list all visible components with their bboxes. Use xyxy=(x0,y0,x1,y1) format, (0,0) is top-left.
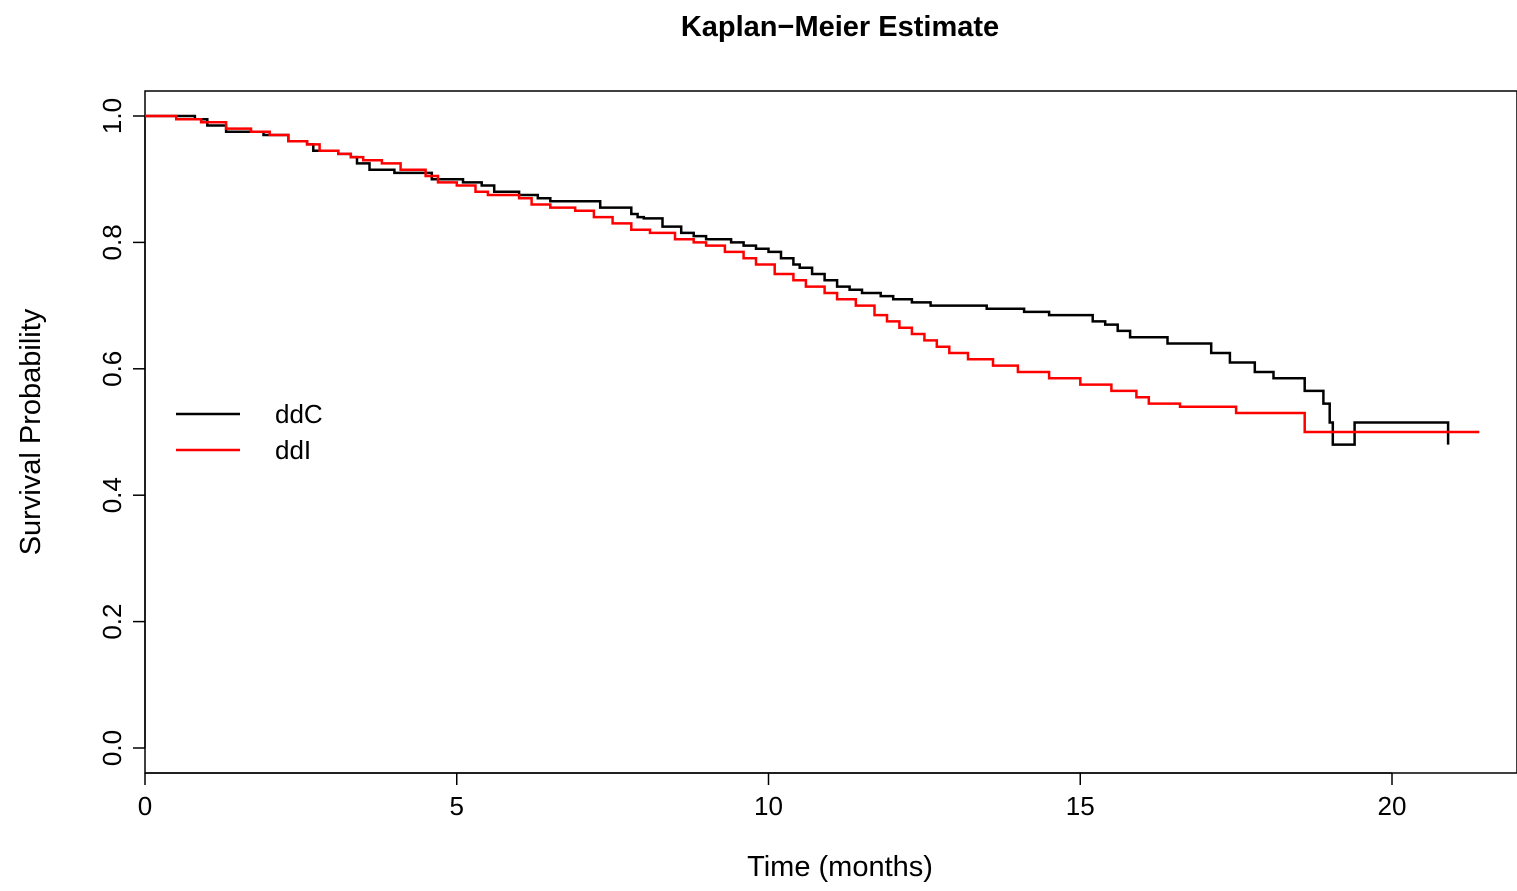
legend-label-ddi: ddI xyxy=(275,435,311,465)
y-tick-label: 0.0 xyxy=(97,730,127,766)
x-tick-label: 10 xyxy=(754,791,783,821)
y-tick-label: 0.4 xyxy=(97,477,127,513)
series-line-ddc xyxy=(145,114,1450,446)
x-tick-label: 20 xyxy=(1378,791,1407,821)
x-tick-label: 5 xyxy=(450,791,464,821)
x-axis-label: Time (months) xyxy=(747,851,933,883)
y-tick-label: 0.6 xyxy=(97,351,127,387)
x-tick-label: 15 xyxy=(1066,791,1095,821)
series-line-ddi xyxy=(145,114,1480,434)
y-tick-label: 0.8 xyxy=(97,224,127,260)
x-axis: 0 5 10 15 20 xyxy=(138,772,1407,821)
legend-label-ddc: ddC xyxy=(275,399,323,429)
y-tick-label: 1.0 xyxy=(97,98,127,134)
y-tick-label: 0.2 xyxy=(97,604,127,640)
series-group xyxy=(145,114,1480,446)
y-axis-label: Survival Probability xyxy=(15,308,47,555)
y-axis: 0.0 0.2 0.4 0.6 0.8 1.0 xyxy=(97,98,146,766)
x-tick-label: 0 xyxy=(138,791,152,821)
legend: ddC ddI xyxy=(176,399,323,465)
chart-title: Kaplan−Meier Estimate xyxy=(681,11,999,43)
